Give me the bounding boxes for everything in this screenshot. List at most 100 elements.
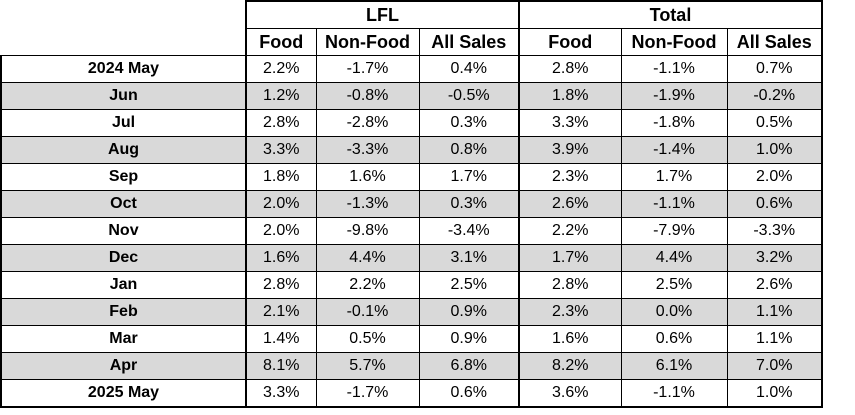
row-label: Mar (0, 325, 247, 353)
table-cell: -0.8% (315, 82, 420, 110)
col-header-total-allsales: All Sales (726, 28, 823, 56)
table-cell: 2.5% (620, 271, 728, 299)
table-cell: 0.7% (726, 55, 823, 83)
table-cell: -1.1% (620, 190, 728, 218)
table-cell: 3.3% (245, 136, 317, 164)
row-label: Apr (0, 352, 247, 380)
table-cell: 1.6% (245, 244, 317, 272)
table-row: Aug 3.3% -3.3% 0.8% 3.9% -1.4% 1.0% (0, 136, 823, 164)
table-cell: 2.8% (518, 271, 622, 299)
row-label: 2025 May (0, 379, 247, 408)
row-label: Aug (0, 136, 247, 164)
col-header-total-food: Food (518, 28, 622, 56)
row-label: Feb (0, 298, 247, 326)
table-cell: 1.0% (726, 379, 823, 408)
table-row: Oct 2.0% -1.3% 0.3% 2.6% -1.1% 0.6% (0, 190, 823, 218)
table-cell: 0.5% (726, 109, 823, 137)
row-label: Nov (0, 217, 247, 245)
col-header-lfl-food: Food (245, 28, 317, 56)
table-cell: 2.8% (518, 55, 622, 83)
table-cell: 1.6% (315, 163, 420, 191)
table-cell: 0.9% (418, 298, 520, 326)
row-label: Jun (0, 82, 247, 110)
table-cell: 8.1% (245, 352, 317, 380)
group-header-lfl: LFL (245, 0, 520, 29)
sales-table-container: LFL Total Food Non-Food All Sales Food N… (0, 0, 823, 408)
table-row: Jul 2.8% -2.8% 0.3% 3.3% -1.8% 0.5% (0, 109, 823, 137)
table-cell: -1.9% (620, 82, 728, 110)
row-label: Jan (0, 271, 247, 299)
row-label: Sep (0, 163, 247, 191)
table-cell: -0.1% (315, 298, 420, 326)
table-cell: -1.7% (315, 55, 420, 83)
table-cell: -1.8% (620, 109, 728, 137)
table-cell: -3.3% (315, 136, 420, 164)
table-cell: 3.2% (726, 244, 823, 272)
table-cell: 1.1% (726, 298, 823, 326)
table-cell: -2.8% (315, 109, 420, 137)
table-row: Sep 1.8% 1.6% 1.7% 2.3% 1.7% 2.0% (0, 163, 823, 191)
table-cell: 2.3% (518, 298, 622, 326)
table-cell: 3.6% (518, 379, 622, 408)
table-cell: 0.3% (418, 109, 520, 137)
col-header-lfl-allsales: All Sales (418, 28, 520, 56)
table-row: Dec 1.6% 4.4% 3.1% 1.7% 4.4% 3.2% (0, 244, 823, 272)
group-header-total: Total (518, 0, 823, 29)
table-cell: -1.7% (315, 379, 420, 408)
table-row: Mar 1.4% 0.5% 0.9% 1.6% 0.6% 1.1% (0, 325, 823, 353)
table-cell: 2.0% (726, 163, 823, 191)
table-row: Apr 8.1% 5.7% 6.8% 8.2% 6.1% 7.0% (0, 352, 823, 380)
table-cell: 2.1% (245, 298, 317, 326)
table-cell: 6.1% (620, 352, 728, 380)
table-cell: 2.8% (245, 271, 317, 299)
row-label: Oct (0, 190, 247, 218)
table-cell: 0.6% (418, 379, 520, 408)
table-cell: -0.5% (418, 82, 520, 110)
table-cell: 2.6% (518, 190, 622, 218)
table-cell: 0.4% (418, 55, 520, 83)
table-cell: 1.2% (245, 82, 317, 110)
table-cell: 1.4% (245, 325, 317, 353)
table-cell: 0.6% (726, 190, 823, 218)
row-label: 2024 May (0, 55, 247, 83)
table-cell: -1.1% (620, 379, 728, 408)
table-cell: 2.6% (726, 271, 823, 299)
table-cell: -3.4% (418, 217, 520, 245)
table-row: 2025 May 3.3% -1.7% 0.6% 3.6% -1.1% 1.0% (0, 379, 823, 408)
col-header-lfl-nonfood: Non-Food (315, 28, 420, 56)
corner-blank (1, 1, 247, 56)
table-cell: 3.3% (518, 109, 622, 137)
table-cell: 0.9% (418, 325, 520, 353)
table-cell: 2.0% (245, 190, 317, 218)
table-cell: -1.4% (620, 136, 728, 164)
table-cell: 4.4% (620, 244, 728, 272)
table-body: 2024 May 2.2% -1.7% 0.4% 2.8% -1.1% 0.7% Jun 1.2… (0, 55, 823, 408)
table-cell: 2.2% (518, 217, 622, 245)
table-cell: 0.3% (418, 190, 520, 218)
table-cell: 3.9% (518, 136, 622, 164)
table-cell: -3.3% (726, 217, 823, 245)
table-cell: 1.0% (726, 136, 823, 164)
table-cell: 1.8% (518, 82, 622, 110)
table-cell: 0.8% (418, 136, 520, 164)
table-cell: 0.0% (620, 298, 728, 326)
table-cell: 0.6% (620, 325, 728, 353)
table-cell: 2.3% (518, 163, 622, 191)
table-cell: 2.8% (245, 109, 317, 137)
table-cell: 7.0% (726, 352, 823, 380)
col-header-total-nonfood: Non-Food (620, 28, 728, 56)
table-cell: -0.2% (726, 82, 823, 110)
table-row: Jun 1.2% -0.8% -0.5% 1.8% -1.9% -0.2% (0, 82, 823, 110)
table-cell: 0.5% (315, 325, 420, 353)
table-cell: 1.1% (726, 325, 823, 353)
table-row: 2024 May 2.2% -1.7% 0.4% 2.8% -1.1% 0.7% (0, 55, 823, 83)
table-cell: 1.7% (418, 163, 520, 191)
table-cell: 5.7% (315, 352, 420, 380)
table-cell: 4.4% (315, 244, 420, 272)
table-cell: 3.1% (418, 244, 520, 272)
table-row: Feb 2.1% -0.1% 0.9% 2.3% 0.0% 1.1% (0, 298, 823, 326)
row-label: Dec (0, 244, 247, 272)
table-row: Nov 2.0% -9.8% -3.4% 2.2% -7.9% -3.3% (0, 217, 823, 245)
table-cell: -9.8% (315, 217, 420, 245)
table-cell: 3.3% (245, 379, 317, 408)
